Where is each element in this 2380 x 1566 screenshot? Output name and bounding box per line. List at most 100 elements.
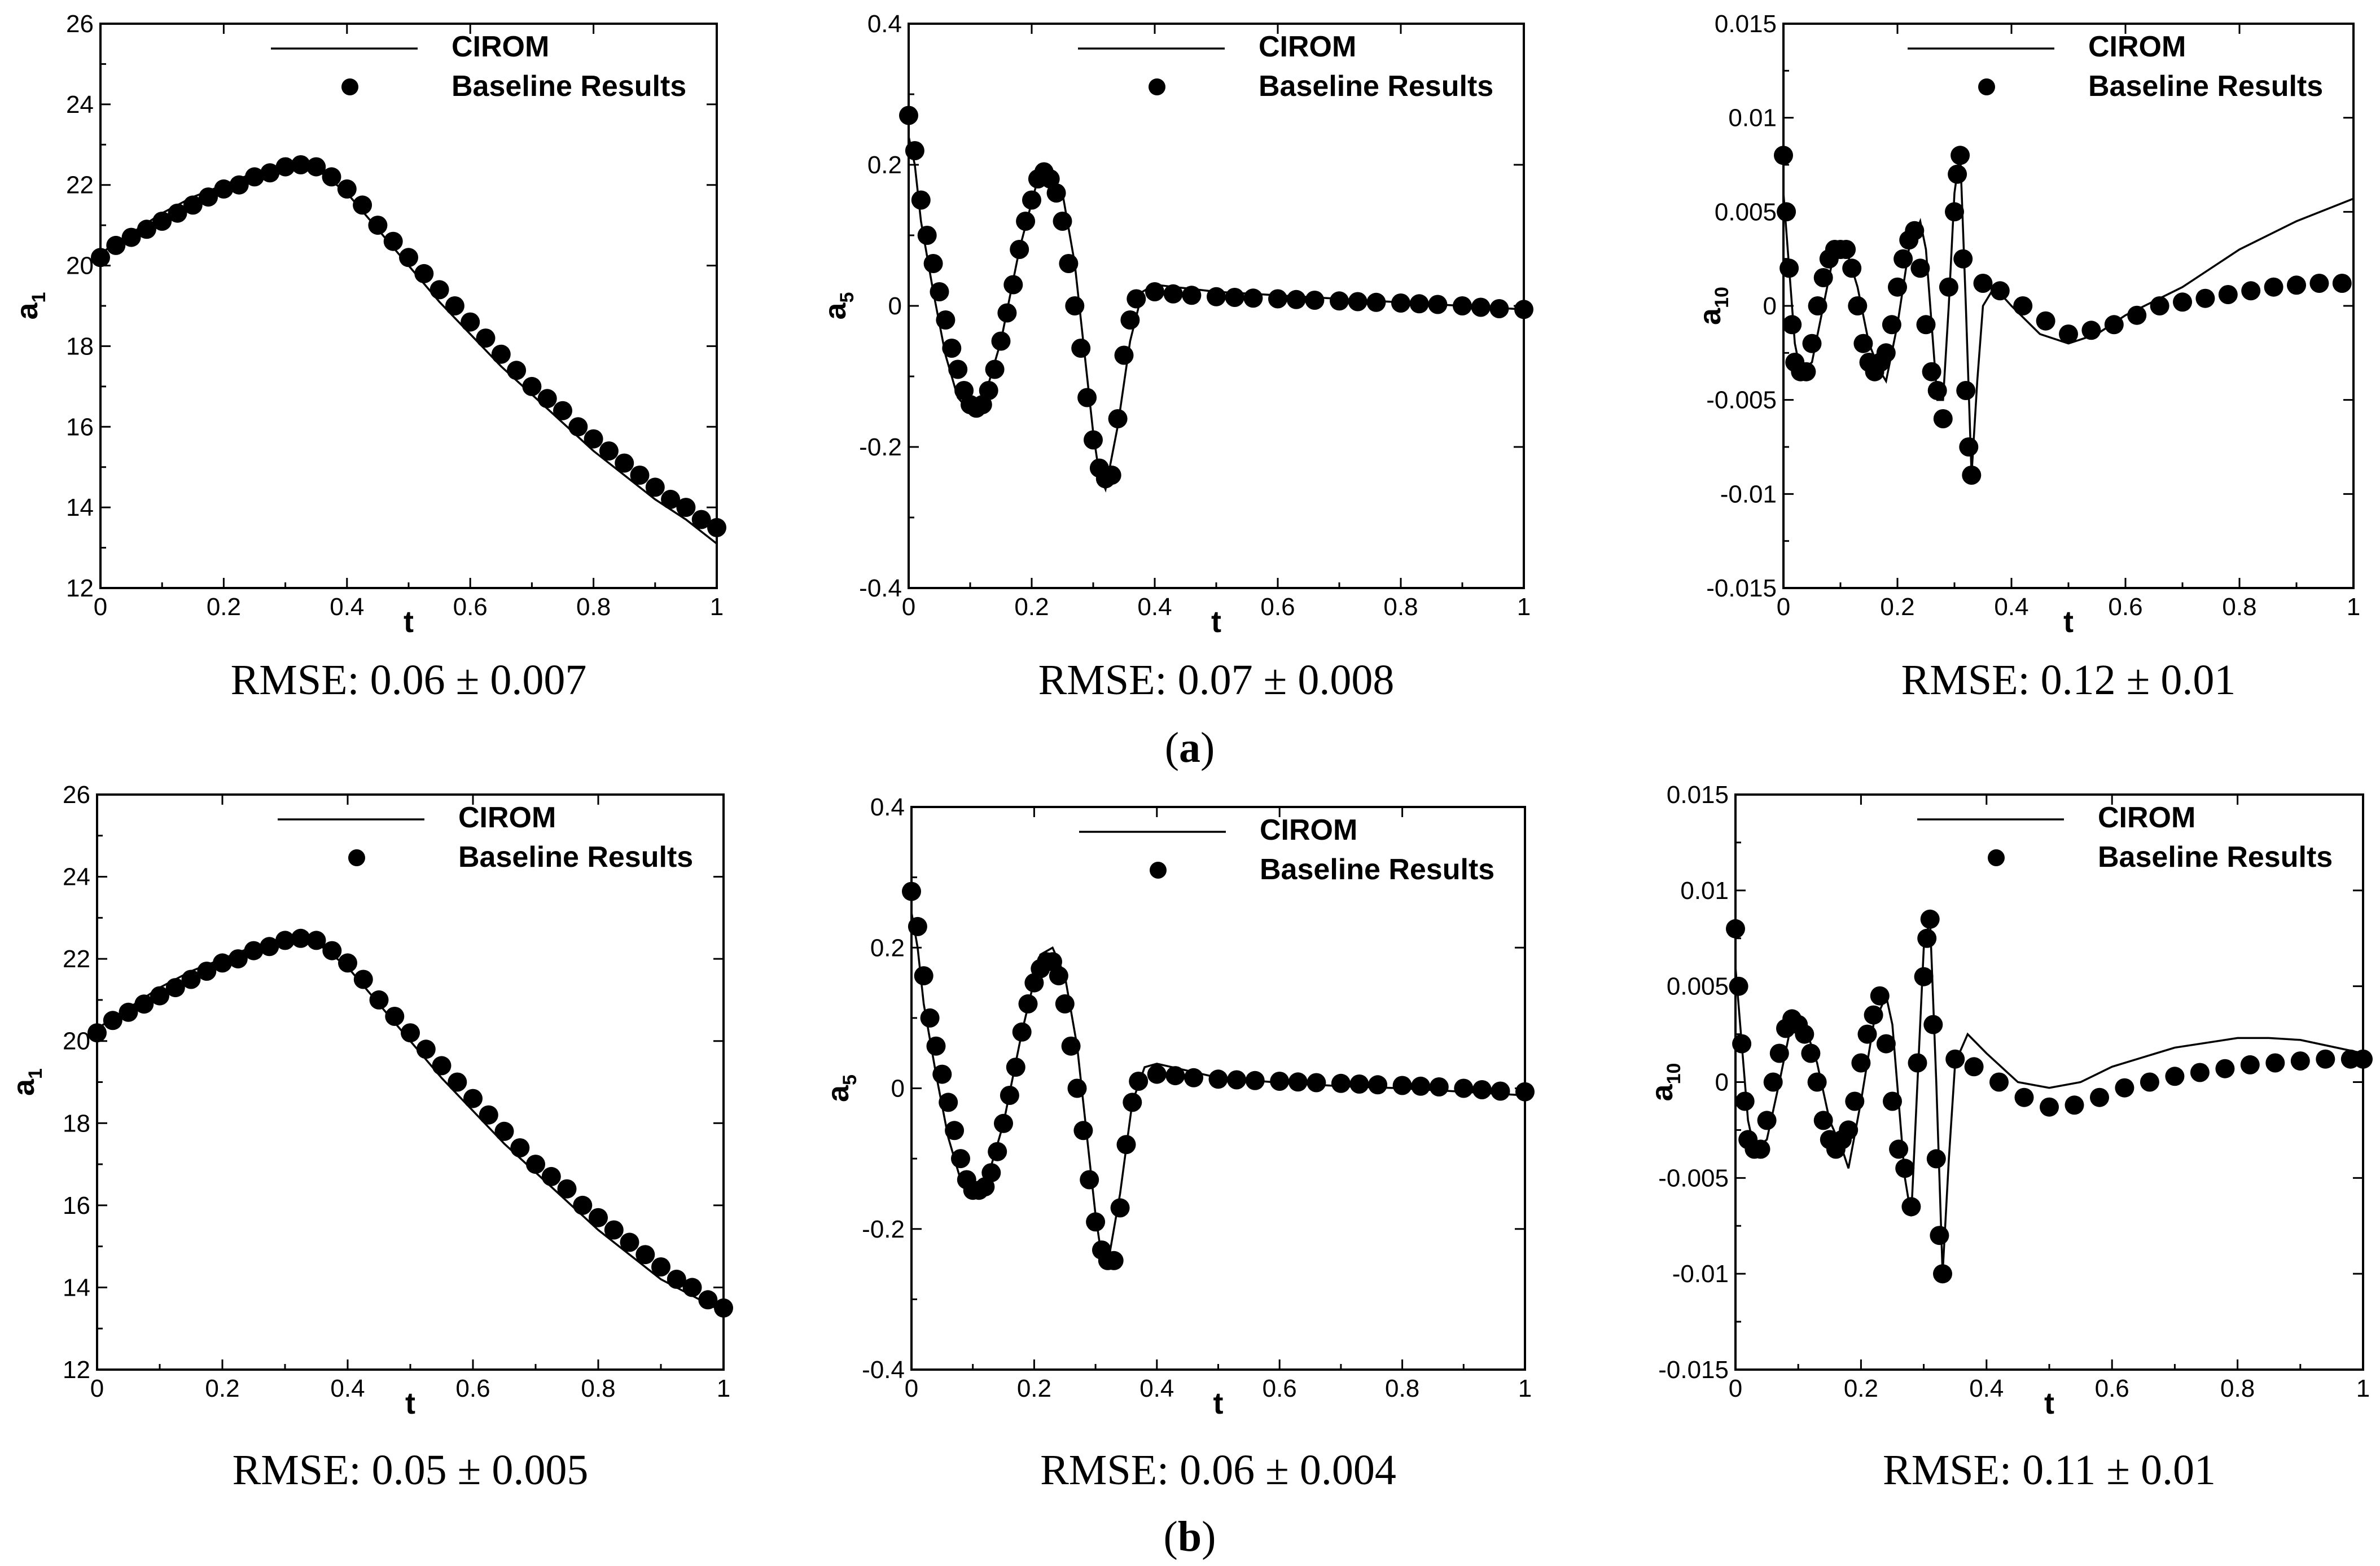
data-point-baseline	[2353, 1049, 2373, 1069]
data-point-baseline	[2287, 275, 2306, 295]
data-point-baseline	[920, 1008, 940, 1028]
data-point-baseline	[1864, 1005, 1883, 1025]
data-point-baseline	[306, 931, 326, 950]
data-point-baseline	[1006, 1058, 1025, 1077]
data-point-baseline	[1114, 345, 1134, 365]
data-point-baseline	[134, 994, 154, 1014]
legend-entry-baseline: Baseline Results	[1260, 853, 1494, 886]
data-point-baseline	[1129, 1072, 1149, 1091]
x-tick-label: 0.6	[2095, 1375, 2129, 1402]
data-point-baseline	[1813, 268, 1833, 287]
data-point-baseline	[1964, 1057, 1984, 1077]
data-point-baseline	[1245, 1071, 1265, 1090]
y-tick-label: 0	[888, 292, 902, 320]
data-point-baseline	[997, 303, 1017, 323]
data-point-baseline	[691, 510, 711, 529]
data-point-baseline	[119, 1002, 138, 1022]
x-tick-label: 0	[1729, 1375, 1742, 1402]
legend-entry-baseline: Baseline Results	[1259, 70, 1493, 103]
data-point-baseline	[1225, 288, 1244, 307]
data-point-baseline	[1084, 430, 1103, 450]
series-line-cirom	[100, 161, 718, 545]
data-point-baseline	[1227, 1070, 1247, 1090]
data-point-baseline	[1208, 1069, 1228, 1089]
data-point-baseline	[1726, 919, 1745, 938]
data-point-baseline	[87, 1023, 107, 1043]
data-point-baseline	[183, 195, 203, 215]
y-tick-label: 20	[66, 252, 94, 280]
x-tick-label: 0.4	[1969, 1375, 2004, 1402]
y-tick-label: 26	[63, 781, 90, 809]
legend-entry-cirom: CIROM	[2088, 30, 2186, 63]
x-tick-label: 1	[1518, 1375, 1532, 1402]
data-point-baseline	[2036, 311, 2055, 331]
data-point-baseline	[1163, 284, 1183, 304]
data-point-baseline	[1926, 1149, 1946, 1169]
data-point-baseline	[476, 328, 496, 348]
data-point-baseline	[1951, 146, 1970, 165]
y-tick-label: -0.01	[1672, 1260, 1729, 1288]
data-point-baseline	[1182, 286, 1202, 305]
data-point-baseline	[1073, 1121, 1093, 1140]
rmse-caption: RMSE: 0.05 ± 0.005	[233, 1446, 589, 1494]
data-point-baseline	[645, 477, 665, 497]
data-point-baseline	[568, 417, 588, 437]
data-point-baseline	[599, 441, 619, 461]
data-point-baseline	[988, 1142, 1007, 1161]
data-point-baseline	[1920, 909, 1940, 929]
data-point-baseline	[1429, 1077, 1449, 1096]
data-point-baseline	[168, 203, 187, 223]
data-point-baseline	[917, 226, 937, 245]
data-point-baseline	[244, 941, 264, 960]
x-tick-label: 0.4	[330, 593, 364, 621]
data-point-baseline	[905, 141, 924, 160]
x-tick-label: 0.6	[1260, 593, 1295, 621]
x-tick-label: 1	[1517, 593, 1531, 621]
data-point-baseline	[2104, 315, 2124, 335]
data-point-baseline	[121, 227, 141, 247]
data-point-baseline	[902, 881, 921, 901]
data-point-baseline	[1922, 362, 1941, 381]
data-point-baseline	[445, 296, 464, 315]
legend-entry-cirom: CIROM	[2098, 801, 2195, 834]
series-line-cirom	[1734, 919, 2364, 1274]
y-tick-label: -0.005	[1658, 1164, 1729, 1192]
data-point-baseline	[91, 248, 110, 267]
x-tick-label: 0.6	[2108, 593, 2142, 621]
data-point-baseline	[1127, 289, 1146, 309]
data-point-baseline	[106, 235, 126, 255]
data-point-baseline	[2332, 274, 2352, 293]
data-point-baseline	[981, 1163, 1001, 1183]
y-tick-label: 24	[63, 863, 90, 891]
data-point-baseline	[584, 429, 603, 449]
data-point-baseline	[1515, 1082, 1535, 1102]
y-tick-label: 18	[63, 1109, 90, 1137]
legend-marker-swatch	[341, 78, 358, 95]
data-point-baseline	[2173, 292, 2192, 312]
data-point-baseline	[630, 466, 650, 485]
data-point-baseline	[948, 359, 968, 379]
data-point-baseline	[1145, 282, 1164, 301]
y-tick-label: 0.005	[1715, 198, 1777, 226]
x-tick-label: 0.6	[453, 593, 488, 621]
data-point-baseline	[1059, 254, 1079, 273]
data-point-baseline	[932, 1064, 952, 1084]
data-point-baseline	[1853, 334, 1873, 353]
data-point-baseline	[615, 453, 634, 473]
x-tick-label: 0	[94, 593, 107, 621]
data-point-baseline	[589, 1208, 608, 1227]
data-point-baseline	[667, 1269, 686, 1289]
data-point-baseline	[1165, 1066, 1185, 1086]
data-point-baseline	[1782, 315, 1802, 335]
x-tick-label: 1	[2356, 1375, 2370, 1402]
data-point-baseline	[1307, 1073, 1326, 1093]
x-tick-label: 0.6	[455, 1375, 490, 1402]
data-point-baseline	[979, 381, 998, 400]
y-tick-label: 24	[66, 91, 94, 119]
y-tick-label: 26	[66, 10, 94, 38]
data-point-baseline	[197, 962, 217, 981]
data-point-baseline	[1757, 1111, 1777, 1130]
data-point-baseline	[1813, 1111, 1833, 1130]
data-point-baseline	[1933, 1264, 1952, 1284]
data-point-baseline	[1883, 1091, 1902, 1111]
